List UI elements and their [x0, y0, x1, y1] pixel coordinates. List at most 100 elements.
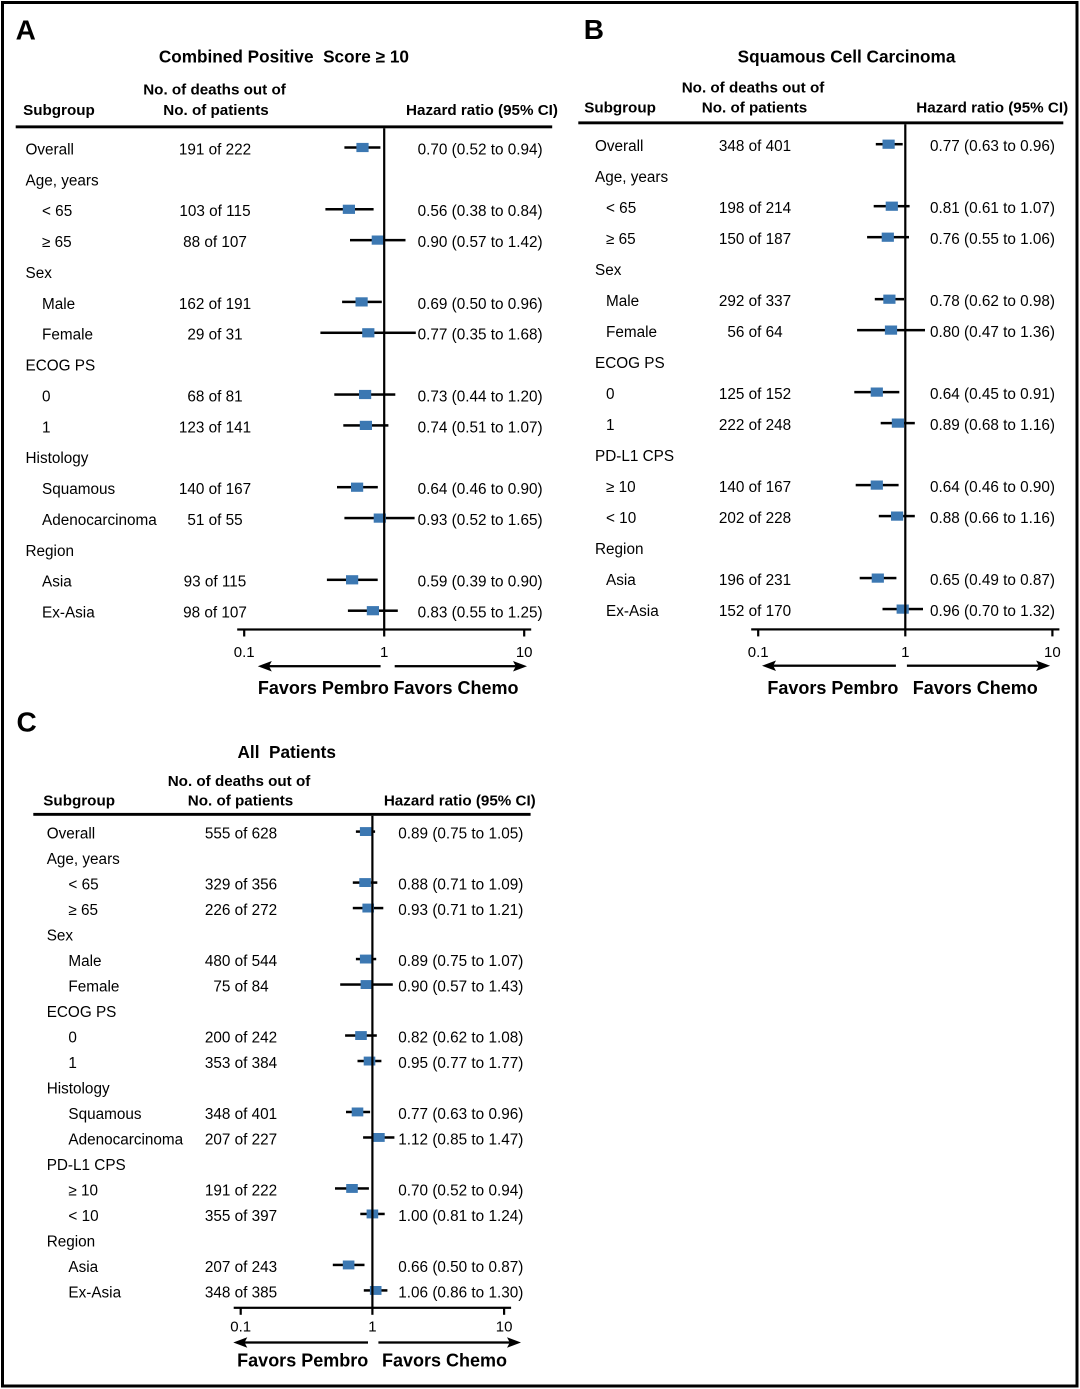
svg-text:0.88 (0.66 to 1.16): 0.88 (0.66 to 1.16) — [930, 510, 1055, 527]
svg-text:≥ 10: ≥ 10 — [68, 1183, 98, 1200]
svg-text:Sex: Sex — [47, 928, 74, 945]
svg-text:No. of patients: No. of patients — [163, 102, 268, 119]
svg-text:207 of 243: 207 of 243 — [205, 1259, 277, 1276]
svg-text:0.77 (0.63 to 0.96): 0.77 (0.63 to 0.96) — [930, 138, 1055, 155]
svg-text:Male: Male — [606, 293, 639, 310]
svg-text:75 of 84: 75 of 84 — [213, 979, 269, 996]
svg-text:Squamous Cell Carcinoma: Squamous Cell Carcinoma — [738, 47, 956, 67]
svg-text:Favors Chemo: Favors Chemo — [913, 678, 1038, 698]
svg-text:C: C — [17, 707, 37, 738]
svg-text:Subgroup: Subgroup — [43, 792, 115, 809]
svg-text:0.95 (0.77 to 1.77): 0.95 (0.77 to 1.77) — [398, 1055, 523, 1072]
svg-text:1: 1 — [42, 419, 51, 436]
svg-text:< 65: < 65 — [68, 877, 98, 894]
svg-text:0.88 (0.71 to 1.09): 0.88 (0.71 to 1.09) — [398, 877, 523, 894]
svg-text:< 65: < 65 — [606, 200, 636, 217]
svg-text:0.77 (0.63 to 0.96): 0.77 (0.63 to 0.96) — [398, 1106, 523, 1123]
svg-text:10: 10 — [496, 1319, 513, 1336]
svg-text:Male: Male — [68, 953, 101, 970]
svg-text:Age, years: Age, years — [47, 851, 120, 868]
svg-text:0.81 (0.61 to 1.07): 0.81 (0.61 to 1.07) — [930, 200, 1055, 217]
svg-text:Favors Chemo: Favors Chemo — [382, 1351, 507, 1371]
svg-text:Hazard ratio (95% CI): Hazard ratio (95% CI) — [916, 100, 1068, 117]
svg-text:29 of 31: 29 of 31 — [187, 327, 242, 344]
svg-text:0.90 (0.57 to 1.42): 0.90 (0.57 to 1.42) — [418, 234, 543, 251]
svg-text:0: 0 — [68, 1030, 77, 1047]
svg-text:98 of 107: 98 of 107 — [183, 605, 247, 622]
svg-text:≥ 65: ≥ 65 — [42, 234, 72, 251]
svg-text:0.76 (0.55 to 1.06): 0.76 (0.55 to 1.06) — [930, 231, 1055, 248]
svg-text:No. of deaths out of: No. of deaths out of — [682, 79, 826, 96]
svg-text:0.96 (0.70 to 1.32): 0.96 (0.70 to 1.32) — [930, 603, 1055, 620]
svg-text:0.66 (0.50 to 0.87): 0.66 (0.50 to 0.87) — [398, 1259, 523, 1276]
svg-text:Subgroup: Subgroup — [584, 100, 656, 117]
svg-text:191 of 222: 191 of 222 — [179, 141, 251, 158]
svg-text:Favors Chemo: Favors Chemo — [393, 678, 518, 698]
svg-text:No. of patients: No. of patients — [188, 792, 293, 809]
svg-text:Female: Female — [42, 327, 93, 344]
svg-text:Female: Female — [606, 324, 657, 341]
svg-text:B: B — [584, 14, 604, 45]
svg-text:0.93 (0.71 to 1.21): 0.93 (0.71 to 1.21) — [398, 902, 523, 919]
svg-text:Asia: Asia — [68, 1259, 98, 1276]
svg-text:0.89 (0.75 to 1.07): 0.89 (0.75 to 1.07) — [398, 953, 523, 970]
svg-text:≥ 10: ≥ 10 — [606, 479, 636, 496]
svg-text:200 of 242: 200 of 242 — [205, 1030, 277, 1047]
svg-text:68 of 81: 68 of 81 — [187, 388, 242, 405]
svg-text:348 of 401: 348 of 401 — [205, 1106, 277, 1123]
svg-text:Age, years: Age, years — [26, 172, 99, 189]
svg-text:202 of 228: 202 of 228 — [719, 510, 791, 527]
svg-text:Favors Pembro: Favors Pembro — [258, 678, 389, 698]
svg-text:All Patients: All Patients — [238, 742, 336, 762]
svg-text:0.64 (0.46 to 0.90): 0.64 (0.46 to 0.90) — [418, 481, 543, 498]
svg-text:Adenocarcinoma: Adenocarcinoma — [42, 512, 157, 529]
svg-text:329 of 356: 329 of 356 — [205, 877, 277, 894]
svg-text:10: 10 — [516, 644, 533, 661]
svg-text:196 of 231: 196 of 231 — [719, 572, 791, 589]
svg-text:Combined Positive Score ≥ 10: Combined Positive Score ≥ 10 — [159, 47, 409, 67]
svg-text:140 of 167: 140 of 167 — [719, 479, 791, 496]
svg-text:Ex-Asia: Ex-Asia — [42, 605, 95, 622]
svg-text:152 of 170: 152 of 170 — [719, 603, 791, 620]
svg-text:0.1: 0.1 — [748, 644, 769, 661]
svg-text:≥ 65: ≥ 65 — [68, 902, 98, 919]
svg-text:0.83 (0.55 to 1.25): 0.83 (0.55 to 1.25) — [418, 605, 543, 622]
svg-text:198 of 214: 198 of 214 — [719, 200, 792, 217]
svg-text:123 of 141: 123 of 141 — [179, 419, 251, 436]
svg-text:0.93 (0.52 to 1.65): 0.93 (0.52 to 1.65) — [418, 512, 543, 529]
svg-text:Region: Region — [47, 1233, 95, 1250]
svg-text:Male: Male — [42, 296, 75, 313]
svg-text:Region: Region — [26, 543, 74, 560]
svg-text:0.1: 0.1 — [230, 1319, 251, 1336]
svg-text:ECOG PS: ECOG PS — [595, 355, 665, 372]
svg-text:PD-L1 CPS: PD-L1 CPS — [595, 448, 674, 465]
svg-text:< 10: < 10 — [606, 510, 636, 527]
svg-text:0.1: 0.1 — [234, 644, 255, 661]
svg-text:0.73 (0.44 to 1.20): 0.73 (0.44 to 1.20) — [418, 388, 543, 405]
svg-text:1: 1 — [68, 1055, 77, 1072]
svg-text:1.06 (0.86 to 1.30): 1.06 (0.86 to 1.30) — [398, 1284, 523, 1301]
svg-text:51 of 55: 51 of 55 — [187, 512, 242, 529]
svg-text:0.78 (0.62 to 0.98): 0.78 (0.62 to 0.98) — [930, 293, 1055, 310]
svg-text:353 of 384: 353 of 384 — [205, 1055, 278, 1072]
svg-text:Region: Region — [595, 541, 643, 558]
svg-text:0: 0 — [42, 388, 51, 405]
svg-text:A: A — [16, 15, 36, 46]
svg-text:1: 1 — [606, 417, 615, 434]
svg-text:Histology: Histology — [47, 1081, 110, 1098]
svg-text:Overall: Overall — [26, 141, 74, 158]
svg-text:ECOG PS: ECOG PS — [47, 1004, 117, 1021]
svg-text:0.56 (0.38 to 0.84): 0.56 (0.38 to 0.84) — [418, 203, 543, 220]
svg-text:Subgroup: Subgroup — [23, 102, 95, 119]
svg-text:No. of deaths out of: No. of deaths out of — [143, 81, 287, 98]
svg-text:0.90 (0.57 to 1.43): 0.90 (0.57 to 1.43) — [398, 979, 523, 996]
svg-text:0.77 (0.35 to 1.68): 0.77 (0.35 to 1.68) — [418, 327, 543, 344]
svg-text:0.70 (0.52 to 0.94): 0.70 (0.52 to 0.94) — [418, 141, 543, 158]
svg-text:191 of 222: 191 of 222 — [205, 1183, 277, 1200]
svg-text:10: 10 — [1044, 644, 1061, 661]
svg-text:Histology: Histology — [26, 450, 89, 467]
svg-text:Squamous: Squamous — [68, 1106, 141, 1123]
svg-text:Age, years: Age, years — [595, 169, 668, 186]
svg-text:88 of 107: 88 of 107 — [183, 234, 247, 251]
svg-text:Favors Pembro: Favors Pembro — [237, 1351, 368, 1371]
